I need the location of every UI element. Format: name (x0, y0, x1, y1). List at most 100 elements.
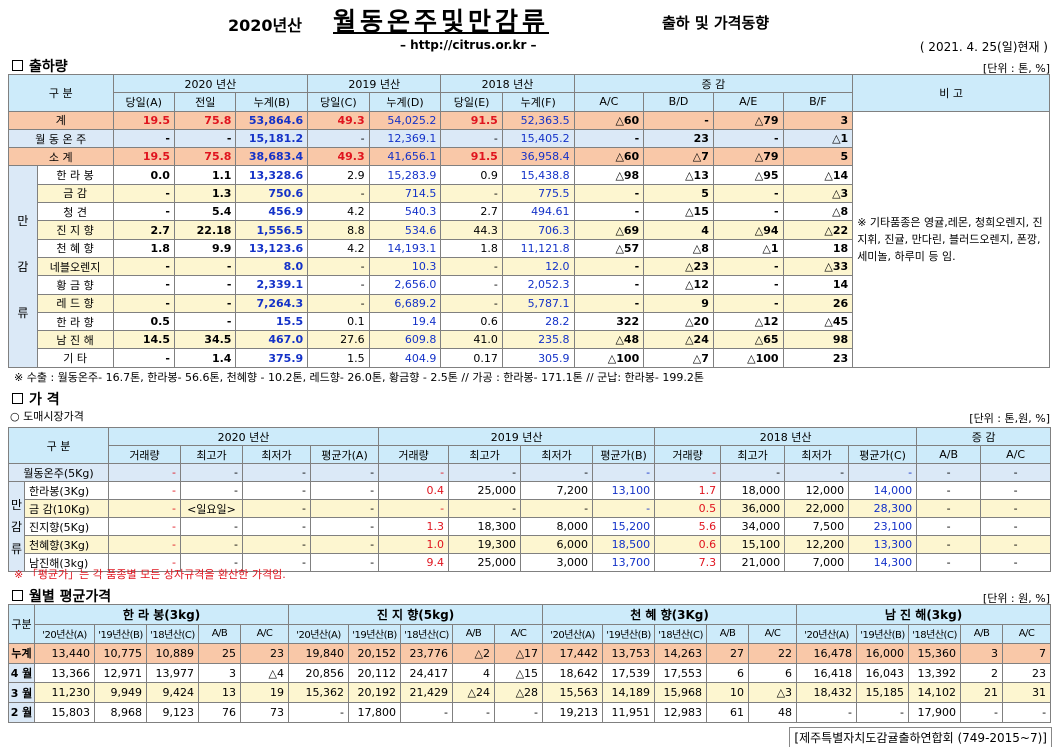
value-cell: △22 (782, 220, 854, 240)
value-cell: - (980, 481, 1052, 500)
row-label: 진지향(5Kg) (24, 517, 109, 536)
monthly-price-table: 구분 한 라 봉(3kg) 진 지 향(5kg) 천 혜 향(3Kg) 남 진 해(3k… (8, 603, 1052, 723)
value-cell: - (856, 701, 910, 723)
value-cell: - (592, 463, 656, 482)
year-title: 2020년산 (228, 16, 302, 35)
checkbox-icon (12, 393, 23, 404)
value-cell: 18,432 (796, 682, 858, 703)
value-cell: 98 (782, 330, 854, 350)
value-cell: △8 (782, 202, 854, 222)
value-cell: 494.61 (501, 202, 575, 222)
value-cell: 6,689.2 (368, 293, 442, 313)
row-label: 소 계 (8, 147, 114, 167)
value-cell: 1.8 (112, 238, 175, 258)
value-cell: 7.3 (654, 553, 722, 572)
value-cell: 609.8 (368, 330, 442, 350)
row-label: 월동온주(5Kg) (8, 463, 109, 482)
value-cell: 404.9 (368, 348, 442, 368)
value-cell: 17,800 (348, 701, 402, 723)
column-header: 최고가 (720, 445, 786, 464)
value-cell: 13,300 (848, 535, 918, 554)
value-cell: △12 (643, 275, 714, 295)
value-cell: 0.9 (440, 165, 503, 185)
value-cell: 23 (1002, 662, 1052, 684)
column-header: 최고가 (448, 445, 522, 464)
value-cell: 16,478 (796, 643, 858, 664)
header-change: 증 감 (573, 73, 854, 94)
value-cell: - (573, 183, 645, 204)
value-cell: - (309, 553, 380, 572)
header-gubun: 구분 (8, 603, 35, 645)
header-2019: 2019 년산 (378, 427, 656, 446)
value-cell: - (309, 517, 380, 536)
column-header: A/C (1002, 623, 1052, 645)
value-cell: - (712, 256, 784, 277)
column-header: '18년산(C) (400, 623, 454, 645)
data-row: 2 월 15,803 8,968 9,123 76 73-17,800- - -19,213 1… (8, 701, 1052, 723)
value-cell: 91.5 (440, 110, 503, 130)
value-cell: 540.3 (368, 202, 442, 222)
value-cell: 18,300 (448, 517, 522, 536)
value-cell: 27.6 (307, 330, 370, 350)
data-row: 남진해(3kg) - - - -9.4 25,000 3,000 13,700 7.3 21,00… (9, 553, 1052, 572)
row-label: 천혜향(3Kg) (24, 535, 109, 554)
value-cell: - (1002, 701, 1052, 723)
value-cell: 5 (643, 183, 714, 204)
value-cell: - (573, 256, 645, 277)
value-cell: - (108, 499, 181, 518)
value-cell: 25 (198, 643, 241, 664)
value-cell: 14.5 (112, 330, 175, 350)
value-cell: - (112, 256, 175, 277)
value-cell: 15,360 (908, 643, 962, 664)
value-cell: 20,152 (348, 643, 402, 664)
value-cell: 26 (782, 293, 854, 313)
value-cell: 34,000 (720, 517, 786, 536)
value-cell: 14 (782, 275, 854, 295)
header-row: 거래량 최고가 최저가 평균가(A) 거래량 최고가 최저가 평균가(B) 거래량 최고가 최저가 평… (9, 445, 1052, 464)
column-header: 당일(E) (440, 92, 503, 112)
data-row: 계 19.5 75.8 53,864.6 49.3 54,025.2 91.5 52,363.… (8, 110, 1050, 368)
value-cell: 775.5 (501, 183, 575, 204)
value-cell: 7,000 (784, 553, 850, 572)
value-cell: 34.5 (173, 330, 237, 350)
value-cell: - (916, 535, 982, 554)
value-cell: - (916, 553, 982, 572)
value-cell: 2 (960, 662, 1004, 684)
price-unit: [단위 : 톤,원, %] (969, 412, 1050, 425)
value-cell: 14,189 (602, 682, 656, 703)
row-label: 레 드 향 (36, 293, 114, 313)
column-header: A/B (198, 623, 241, 645)
value-cell: - (980, 517, 1052, 536)
column-header: 누계(D) (368, 92, 442, 112)
value-cell: △24 (643, 330, 714, 350)
value-cell: - (309, 499, 380, 518)
value-cell: - (712, 128, 784, 149)
column-header: '18년산(C) (654, 623, 708, 645)
value-cell: - (173, 311, 237, 332)
value-cell: 11,230 (34, 682, 95, 703)
value-cell: 11,121.8 (501, 238, 575, 258)
value-cell: 16,043 (856, 662, 910, 684)
value-cell: - (573, 275, 645, 295)
value-cell: 61 (706, 701, 750, 723)
value-cell: - (400, 701, 454, 723)
value-cell: - (112, 202, 175, 222)
row-label: 금 감 (36, 183, 114, 204)
column-header: '20년산(A) (796, 623, 858, 645)
value-cell: <일요일> (180, 499, 243, 518)
value-cell: △48 (573, 330, 645, 350)
value-cell: △69 (573, 220, 645, 240)
site-url[interactable]: – http://citrus.or.kr – (400, 38, 537, 52)
value-cell: △23 (643, 256, 714, 277)
value-cell: 0.6 (654, 535, 722, 554)
header-row: 구분 한 라 봉(3kg) 진 지 향(5kg) 천 혜 향(3Kg) 남 진 해(3k… (8, 603, 1052, 645)
remarks-cell: ※ 기타품종은 영귤,레몬, 청희오렌지, 진지휘, 진귤, 만다린, 블러드오… (852, 110, 1050, 368)
value-cell: 7,264.3 (235, 293, 309, 313)
value-cell: 305.9 (501, 348, 575, 368)
value-cell: 16,418 (796, 662, 858, 684)
main-title: 월동온주및만감류 (333, 7, 550, 36)
data-row: 한 라 향 0.5-15.5 0.1 19.4 0.6 28.2 322 △20 △12 △45 (9, 311, 1050, 332)
value-cell: 2,052.3 (501, 275, 575, 295)
value-cell: - (654, 463, 722, 482)
